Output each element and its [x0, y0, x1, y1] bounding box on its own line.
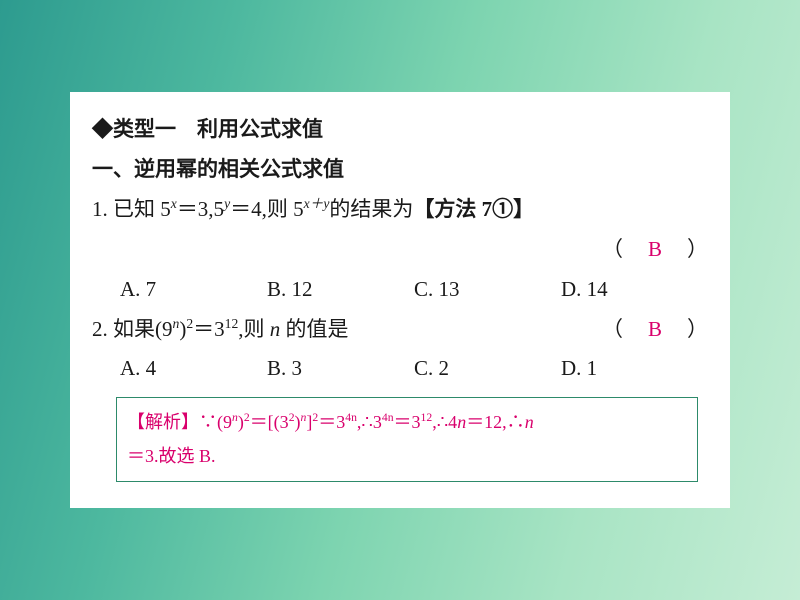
q1-answer-paren: （ B ）: [602, 230, 708, 270]
q1-eq2: ＝4,则 5: [230, 197, 304, 221]
expl-t3: ＝[(3: [250, 412, 289, 432]
q2-eq: ＝3: [193, 317, 225, 341]
expl-t8: ＝3: [394, 412, 421, 432]
type-header: ◆类型一 利用公式求值: [92, 110, 708, 150]
expl-varn1: n: [457, 412, 466, 432]
paren-left: （: [602, 317, 644, 341]
explanation-box: 【解析】∵(9n)2＝[(32)n]2＝34n,∴34n＝312,∴4n＝12,…: [116, 397, 698, 482]
q2-var-n: n: [270, 317, 281, 341]
question-2-options: A. 4 B. 3 C. 2 D. 1: [92, 349, 708, 389]
q2-tail: 的值是: [280, 317, 348, 341]
paren-right: ）: [666, 237, 708, 261]
expl-t1: ∵(9: [199, 412, 232, 432]
expl-t7: ,∴3: [357, 412, 382, 432]
question-1-stem: 1. 已知 5x＝3,5y＝4,则 5x＋y的结果为【方法 7①】: [92, 190, 708, 230]
q1-exp-xy: x＋y: [304, 196, 330, 211]
q1-option-c: C. 13: [414, 270, 561, 310]
q2-lead: 如果(9: [113, 317, 173, 341]
sub-header: 一、逆用幂的相关公式求值: [92, 150, 708, 190]
expl-label: 【解析】: [127, 412, 199, 432]
q1-option-d: D. 14: [561, 270, 708, 310]
q2-answer: B: [644, 317, 666, 341]
explanation-line-1: 【解析】∵(9n)2＝[(32)n]2＝34n,∴34n＝312,∴4n＝12,…: [127, 406, 687, 439]
q1-lead: 已知 5: [113, 197, 171, 221]
question-2-stem: 2. 如果(9n)2＝312,则 n 的值是 （ B ）: [92, 310, 708, 350]
q2-number: 2.: [92, 317, 108, 341]
q2-answer-paren: （ B ）: [602, 310, 708, 350]
explanation-line-2: ＝3.故选 B.: [127, 440, 687, 473]
q2-mid2: ,则: [238, 317, 270, 341]
expl-line2a: ＝3.故选 B.: [127, 446, 216, 466]
expl-4n1: 4n: [345, 411, 357, 424]
expl-4n2: 4n: [382, 411, 394, 424]
q2-option-b: B. 3: [267, 349, 414, 389]
content-card: ◆类型一 利用公式求值 一、逆用幂的相关公式求值 1. 已知 5x＝3,5y＝4…: [70, 92, 730, 508]
q2-option-d: D. 1: [561, 349, 708, 389]
type-title: 利用公式求值: [176, 117, 323, 141]
expl-varn2: n: [525, 412, 534, 432]
q1-option-a: A. 7: [120, 270, 267, 310]
q1-eq1: ＝3,5: [177, 197, 224, 221]
q1-method: 【方法 7①】: [413, 197, 534, 221]
question-1-answer-line: （ B ）: [92, 230, 708, 270]
q2-option-c: C. 2: [414, 349, 561, 389]
q2-option-a: A. 4: [120, 349, 267, 389]
expl-t9: ,∴4: [432, 412, 457, 432]
q1-option-b: B. 12: [267, 270, 414, 310]
paren-left: （: [602, 237, 644, 261]
expl-12: 12: [421, 411, 433, 424]
q1-answer: B: [644, 237, 666, 261]
expl-t10: ＝12,∴: [466, 412, 525, 432]
question-1-options: A. 7 B. 12 C. 13 D. 14: [92, 270, 708, 310]
type-prefix: ◆类型一: [92, 117, 176, 141]
q1-number: 1.: [92, 197, 108, 221]
q2-pow-12: 12: [225, 316, 239, 331]
paren-right: ）: [666, 317, 708, 341]
q1-tail: 的结果为: [329, 197, 413, 221]
expl-t6: ＝3: [318, 412, 345, 432]
